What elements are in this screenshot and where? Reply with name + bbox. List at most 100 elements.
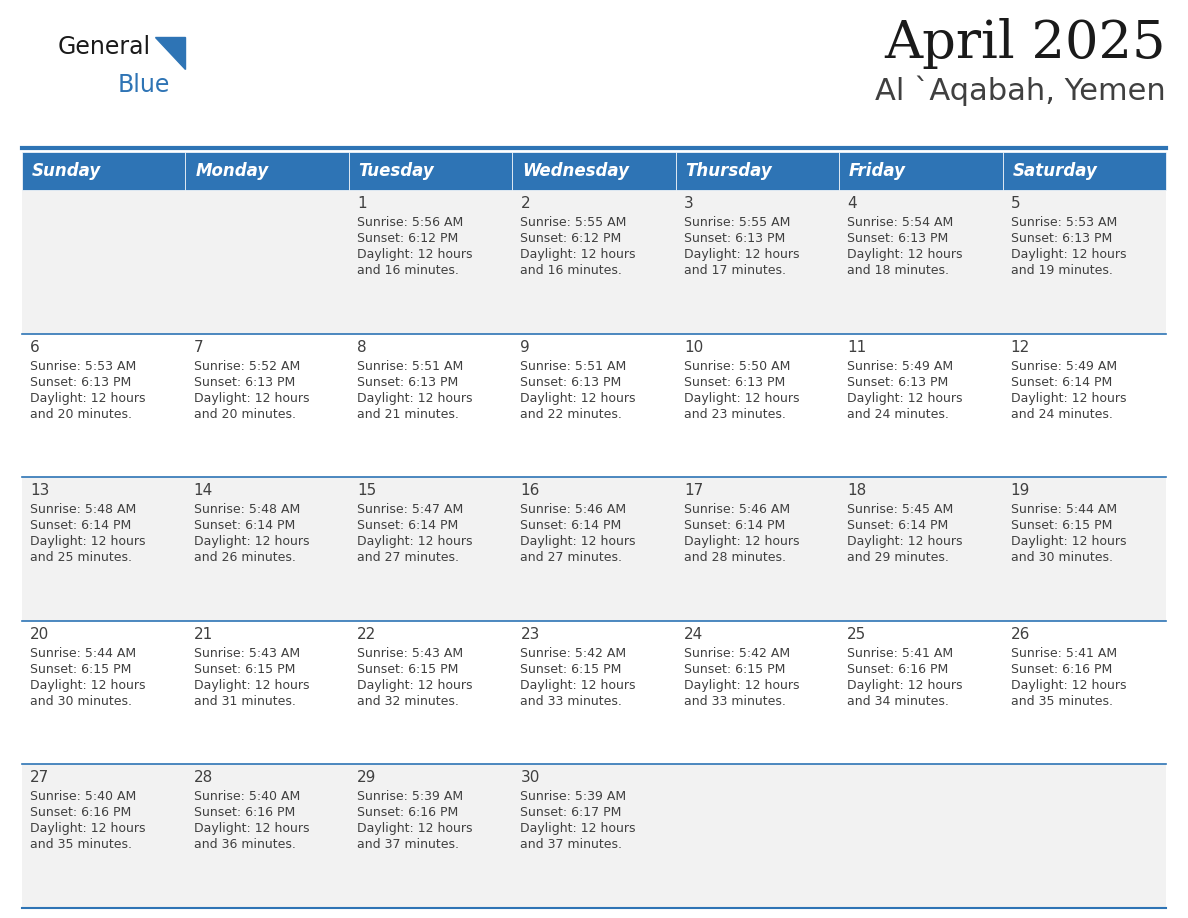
Text: Sunrise: 5:53 AM: Sunrise: 5:53 AM — [1011, 216, 1117, 229]
Text: 26: 26 — [1011, 627, 1030, 642]
Text: Sunset: 6:16 PM: Sunset: 6:16 PM — [358, 806, 459, 820]
Bar — [23, 333, 185, 477]
Text: Sunset: 6:13 PM: Sunset: 6:13 PM — [30, 375, 132, 388]
Text: Sunrise: 5:43 AM: Sunrise: 5:43 AM — [358, 647, 463, 660]
Text: Sunrise: 5:47 AM: Sunrise: 5:47 AM — [358, 503, 463, 516]
Text: Sunset: 6:15 PM: Sunset: 6:15 PM — [194, 663, 295, 676]
Bar — [839, 333, 1003, 477]
Text: 29: 29 — [358, 770, 377, 786]
Bar — [23, 152, 185, 190]
Text: 22: 22 — [358, 627, 377, 642]
Text: 16: 16 — [520, 483, 539, 498]
Bar — [512, 190, 676, 333]
Text: and 16 minutes.: and 16 minutes. — [358, 264, 459, 277]
Text: Daylight: 12 hours: Daylight: 12 hours — [520, 392, 636, 405]
Text: 8: 8 — [358, 340, 367, 354]
Text: and 29 minutes.: and 29 minutes. — [847, 551, 949, 565]
Text: Sunset: 6:13 PM: Sunset: 6:13 PM — [684, 375, 785, 388]
Text: 13: 13 — [30, 483, 50, 498]
Text: 11: 11 — [847, 340, 866, 354]
Text: Sunrise: 5:49 AM: Sunrise: 5:49 AM — [847, 360, 954, 373]
Bar — [839, 621, 1003, 765]
Text: Sunrise: 5:46 AM: Sunrise: 5:46 AM — [684, 503, 790, 516]
Bar — [185, 765, 349, 908]
Text: Sunrise: 5:45 AM: Sunrise: 5:45 AM — [847, 503, 954, 516]
Bar — [1003, 765, 1165, 908]
Text: Daylight: 12 hours: Daylight: 12 hours — [847, 535, 962, 548]
Text: and 26 minutes.: and 26 minutes. — [194, 551, 296, 565]
Bar — [23, 477, 185, 621]
Text: Daylight: 12 hours: Daylight: 12 hours — [30, 392, 146, 405]
Text: 15: 15 — [358, 483, 377, 498]
Text: Sunset: 6:14 PM: Sunset: 6:14 PM — [358, 520, 459, 532]
Bar — [1003, 477, 1165, 621]
Bar — [512, 477, 676, 621]
Text: Daylight: 12 hours: Daylight: 12 hours — [520, 248, 636, 261]
Text: General: General — [58, 35, 151, 59]
Text: 23: 23 — [520, 627, 539, 642]
Text: 28: 28 — [194, 770, 213, 786]
Text: Sunrise: 5:44 AM: Sunrise: 5:44 AM — [30, 647, 137, 660]
Text: and 27 minutes.: and 27 minutes. — [520, 551, 623, 565]
Text: 10: 10 — [684, 340, 703, 354]
Bar — [185, 152, 349, 190]
Text: 3: 3 — [684, 196, 694, 211]
Text: and 18 minutes.: and 18 minutes. — [847, 264, 949, 277]
Text: 18: 18 — [847, 483, 866, 498]
Text: Sunset: 6:13 PM: Sunset: 6:13 PM — [847, 232, 948, 245]
Bar — [676, 621, 839, 765]
Text: Al `Aqabah, Yemen: Al `Aqabah, Yemen — [876, 75, 1165, 106]
Text: Sunset: 6:14 PM: Sunset: 6:14 PM — [847, 520, 948, 532]
Text: Sunrise: 5:41 AM: Sunrise: 5:41 AM — [847, 647, 954, 660]
Text: Tuesday: Tuesday — [359, 162, 435, 180]
Text: Sunrise: 5:43 AM: Sunrise: 5:43 AM — [194, 647, 299, 660]
Text: Sunset: 6:13 PM: Sunset: 6:13 PM — [1011, 232, 1112, 245]
Bar — [839, 765, 1003, 908]
Text: Sunday: Sunday — [32, 162, 101, 180]
Text: Sunset: 6:16 PM: Sunset: 6:16 PM — [194, 806, 295, 820]
Text: 7: 7 — [194, 340, 203, 354]
Text: Daylight: 12 hours: Daylight: 12 hours — [30, 678, 146, 692]
Text: Daylight: 12 hours: Daylight: 12 hours — [194, 678, 309, 692]
Text: Sunset: 6:16 PM: Sunset: 6:16 PM — [1011, 663, 1112, 676]
Text: Sunset: 6:13 PM: Sunset: 6:13 PM — [684, 232, 785, 245]
Bar — [185, 621, 349, 765]
Text: 1: 1 — [358, 196, 367, 211]
Bar — [676, 190, 839, 333]
Text: 21: 21 — [194, 627, 213, 642]
Text: Daylight: 12 hours: Daylight: 12 hours — [847, 678, 962, 692]
Bar — [23, 621, 185, 765]
Text: Sunrise: 5:48 AM: Sunrise: 5:48 AM — [30, 503, 137, 516]
Text: and 17 minutes.: and 17 minutes. — [684, 264, 786, 277]
Text: Daylight: 12 hours: Daylight: 12 hours — [520, 823, 636, 835]
Bar — [1003, 190, 1165, 333]
Text: 4: 4 — [847, 196, 857, 211]
Text: and 22 minutes.: and 22 minutes. — [520, 408, 623, 420]
Text: and 32 minutes.: and 32 minutes. — [358, 695, 459, 708]
Text: Sunset: 6:13 PM: Sunset: 6:13 PM — [194, 375, 295, 388]
Bar — [185, 190, 349, 333]
Text: 12: 12 — [1011, 340, 1030, 354]
Text: Daylight: 12 hours: Daylight: 12 hours — [358, 823, 473, 835]
Text: Daylight: 12 hours: Daylight: 12 hours — [358, 248, 473, 261]
Text: Sunrise: 5:39 AM: Sunrise: 5:39 AM — [520, 790, 626, 803]
Text: and 37 minutes.: and 37 minutes. — [358, 838, 459, 851]
Bar — [349, 152, 512, 190]
Text: Sunrise: 5:49 AM: Sunrise: 5:49 AM — [1011, 360, 1117, 373]
Text: Daylight: 12 hours: Daylight: 12 hours — [1011, 248, 1126, 261]
Text: Sunrise: 5:55 AM: Sunrise: 5:55 AM — [684, 216, 790, 229]
Bar — [349, 765, 512, 908]
Polygon shape — [154, 37, 185, 69]
Text: Sunrise: 5:42 AM: Sunrise: 5:42 AM — [520, 647, 626, 660]
Text: and 20 minutes.: and 20 minutes. — [30, 408, 132, 420]
Text: and 33 minutes.: and 33 minutes. — [520, 695, 623, 708]
Text: Sunset: 6:14 PM: Sunset: 6:14 PM — [30, 520, 132, 532]
Bar — [23, 765, 185, 908]
Bar — [512, 621, 676, 765]
Bar — [839, 190, 1003, 333]
Text: Blue: Blue — [118, 73, 170, 97]
Bar — [185, 477, 349, 621]
Text: April 2025: April 2025 — [884, 18, 1165, 69]
Text: and 33 minutes.: and 33 minutes. — [684, 695, 785, 708]
Text: and 27 minutes.: and 27 minutes. — [358, 551, 459, 565]
